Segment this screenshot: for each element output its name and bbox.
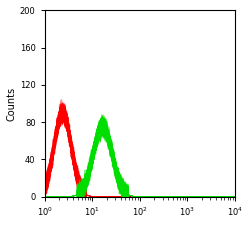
Y-axis label: Counts: Counts — [7, 86, 17, 121]
